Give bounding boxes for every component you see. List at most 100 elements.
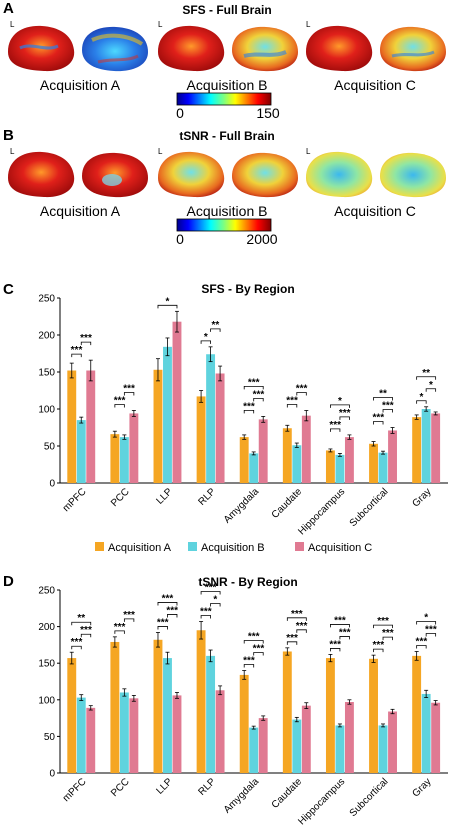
significance-bracket — [157, 304, 178, 309]
significance-bracket — [425, 388, 437, 392]
significance-bracket — [339, 636, 350, 640]
chart-d-tsnr-by-region: D tSNR - By Region 050100150200250******… — [3, 573, 448, 827]
left-hemisphere-marker: L — [158, 20, 163, 29]
significance-label: *** — [286, 633, 298, 644]
legend: Acquisition A Acquisition B Acquisition C — [95, 542, 372, 554]
y-tick-label: 50 — [44, 732, 56, 743]
y-tick-label: 200 — [38, 331, 55, 342]
category-label: RLP — [196, 776, 218, 798]
significance-label: *** — [205, 582, 217, 593]
legend-entry: Acquisition A — [108, 542, 172, 554]
bar — [301, 415, 311, 483]
significance-label: *** — [253, 644, 265, 655]
panel-b-label: B — [3, 127, 14, 144]
bar — [282, 651, 292, 773]
left-hemisphere-marker: L — [306, 147, 311, 156]
significance-label: * — [166, 296, 170, 307]
significance-bracket — [296, 392, 307, 396]
bar — [344, 701, 354, 773]
significance-bracket — [416, 645, 427, 649]
medial-brain-surface — [380, 26, 446, 72]
bar — [325, 658, 335, 773]
lateral-brain-surface — [306, 151, 373, 198]
y-tick-label: 200 — [38, 622, 55, 633]
bar — [86, 707, 96, 773]
significance-label: *** — [248, 377, 260, 388]
significance-bracket — [210, 603, 221, 607]
significance-bracket — [286, 617, 307, 621]
significance-bracket — [296, 629, 307, 633]
significance-bracket — [71, 621, 92, 626]
brain-a-acq-c: L Acquisition C — [306, 20, 446, 93]
significance-label: *** — [425, 624, 437, 635]
y-tick-label: 100 — [38, 405, 55, 416]
acquisition-b-caption: Acquisition B — [187, 203, 268, 219]
significance-label: *** — [372, 413, 384, 424]
category-label: PCC — [109, 486, 132, 509]
significance-label: *** — [339, 627, 351, 638]
bar — [110, 641, 120, 773]
significance-label: *** — [157, 617, 169, 628]
brain-b-acq-b: L Acquisition B — [158, 147, 298, 219]
bar — [129, 698, 139, 773]
category-label: Amygdala — [222, 486, 262, 526]
category-label: Subcortical — [348, 486, 391, 529]
acquisition-a-caption: Acquisition A — [40, 203, 121, 219]
bar — [239, 437, 249, 483]
significance-label: *** — [416, 636, 428, 647]
significance-bracket — [157, 602, 178, 606]
category-label: mPFC — [61, 486, 89, 514]
medial-brain-surface — [82, 26, 148, 72]
bar — [119, 692, 129, 773]
significance-label: *** — [200, 606, 212, 617]
significance-bracket — [80, 633, 92, 638]
significance-bracket — [339, 416, 350, 420]
y-tick-label: 0 — [49, 479, 55, 490]
significance-label: *** — [80, 333, 92, 344]
category-label: LLP — [155, 486, 176, 507]
y-tick-label: 150 — [38, 659, 55, 670]
significance-label: *** — [243, 656, 255, 667]
bar — [325, 450, 335, 483]
significance-label: * — [213, 594, 217, 605]
significance-label: *** — [114, 622, 126, 633]
lateral-brain-surface — [158, 151, 225, 198]
significance-bracket — [286, 641, 298, 645]
bar — [388, 711, 397, 773]
y-tick-label: 250 — [38, 294, 55, 305]
significance-bracket — [200, 340, 211, 344]
significance-bracket — [243, 640, 264, 644]
brain-b-acq-c: L Acquisition C — [306, 147, 446, 219]
significance-bracket — [200, 591, 221, 595]
category-label: RLP — [196, 486, 218, 508]
y-tick-label: 100 — [38, 695, 55, 706]
significance-label: *** — [80, 625, 92, 636]
significance-bracket — [330, 404, 350, 408]
bar — [206, 655, 216, 773]
significance-label: * — [419, 392, 423, 403]
bar — [301, 705, 311, 773]
lateral-brain-surface — [158, 25, 225, 72]
acquisition-c-caption: Acquisition C — [334, 77, 416, 93]
acquisition-a-caption: Acquisition A — [40, 77, 121, 93]
bar — [335, 725, 345, 773]
significance-label: *** — [372, 640, 384, 651]
bar — [258, 419, 268, 483]
bar — [421, 693, 431, 773]
y-tick-label: 0 — [49, 769, 55, 780]
bar — [67, 658, 77, 773]
significance-bracket — [416, 621, 437, 625]
panel-b-title: tSNR - Full Brain — [179, 129, 274, 143]
bar — [67, 370, 77, 483]
category-label: Amygdala — [222, 776, 262, 816]
bar — [129, 413, 139, 483]
colorbar-b-max: 2000 — [246, 231, 277, 247]
significance-label: *** — [382, 628, 394, 639]
bar — [431, 413, 441, 483]
significance-bracket — [373, 624, 393, 629]
significance-bracket — [330, 428, 341, 432]
significance-label: * — [338, 396, 342, 407]
chart-d-title: tSNR - By Region — [198, 575, 297, 589]
significance-bracket — [286, 404, 298, 408]
significance-bracket — [210, 328, 221, 332]
